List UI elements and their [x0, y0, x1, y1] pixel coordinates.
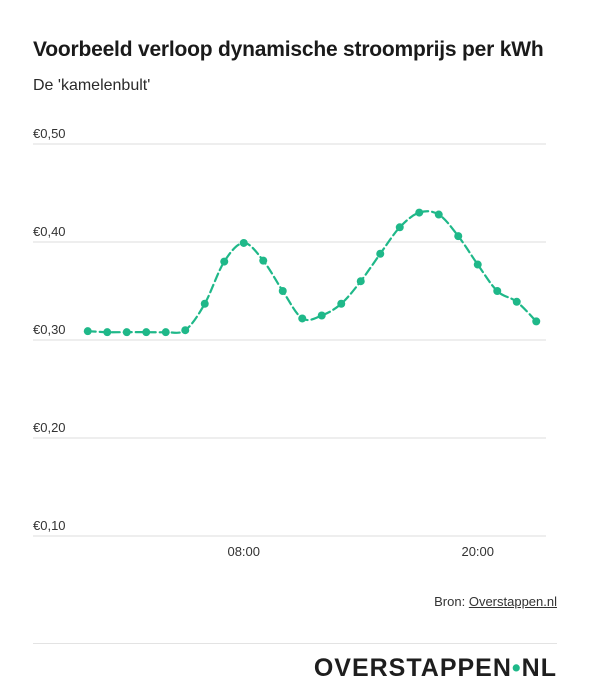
source-link[interactable]: Overstappen.nl [468, 594, 557, 609]
data-point [356, 277, 365, 286]
chart-title: Voorbeeld verloop dynamische stroomprijs… [33, 38, 544, 61]
data-point [473, 260, 482, 269]
y-tick-label: €0,30 [33, 322, 66, 337]
source-note: Bron: Overstappen.nl [434, 594, 557, 609]
y-tick-label: €0,20 [33, 420, 66, 435]
y-tick-label: €0,40 [33, 224, 66, 239]
data-point [415, 208, 424, 217]
data-point [259, 256, 268, 265]
x-tick-label: 08:00 [227, 544, 260, 559]
data-point [317, 311, 326, 320]
data-point [181, 326, 190, 335]
series-line [86, 210, 538, 334]
data-point [103, 328, 112, 337]
logo-text-left: OVERSTAPPEN [313, 654, 512, 682]
footer-divider [33, 643, 557, 644]
data-point [512, 297, 521, 306]
data-point [337, 299, 346, 308]
x-tick-label: 20:00 [461, 544, 494, 559]
data-point [395, 223, 404, 232]
data-point [200, 299, 209, 308]
data-point [532, 317, 541, 326]
data-point [220, 257, 229, 266]
data-point [122, 328, 131, 337]
data-point [454, 232, 463, 241]
logo-text-right: NL [521, 654, 557, 682]
data-point [142, 328, 151, 337]
brand-logo: OVERSTAPPEN•NL [314, 654, 557, 683]
data-point [434, 210, 443, 219]
data-point [376, 249, 385, 258]
chart-subtitle: De 'kamelenbult' [33, 77, 151, 94]
y-tick-label: €0,50 [33, 126, 66, 141]
source-prefix: Bron: [434, 594, 469, 609]
data-point [161, 328, 170, 337]
data-point [298, 314, 307, 323]
data-point [278, 287, 287, 295]
y-tick-label: €0,10 [33, 518, 66, 533]
data-point [239, 238, 248, 247]
data-point [493, 287, 502, 295]
data-point [83, 327, 92, 336]
logo-dot: • [511, 654, 522, 682]
